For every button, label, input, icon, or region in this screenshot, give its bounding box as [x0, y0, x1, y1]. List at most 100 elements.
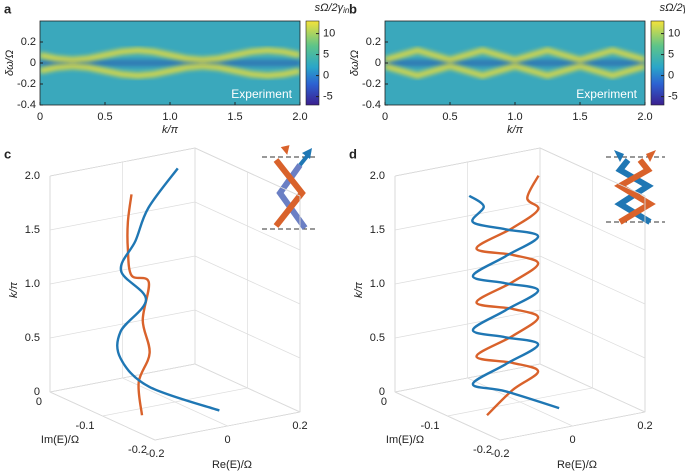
z-tick-label: 0 [379, 386, 385, 398]
ridge [40, 63, 300, 79]
curve [126, 194, 151, 416]
z-tick-label: 1.0 [370, 278, 385, 290]
grid-line [154, 196, 301, 441]
colorbar-label-sub: in [343, 6, 350, 15]
grid-line [102, 172, 248, 417]
grid-line [447, 172, 593, 417]
x-axis-label: k/π [507, 124, 524, 136]
x-tick-label: 1.5 [572, 111, 587, 123]
heatmap-layer [385, 47, 645, 79]
curve [475, 175, 540, 417]
y-tick-label: -0.4 [362, 99, 381, 111]
ridge [40, 47, 300, 63]
z-axis-label: k/π [8, 281, 20, 298]
grid-line [499, 196, 646, 441]
panel-label: d [349, 146, 357, 161]
y-axis-label: δω/Ω [4, 50, 16, 76]
inset-d [606, 150, 665, 225]
x-tick-label: 0 [224, 434, 230, 446]
grid-line [49, 309, 301, 359]
x-tick-label: 0.5 [442, 111, 457, 123]
x-axis-label: Re(E)/Ω [212, 459, 252, 471]
y-tick-label: 0 [30, 57, 36, 69]
x-tick-label: 2.0 [637, 111, 652, 123]
z-tick-label: 2.0 [370, 170, 385, 182]
y-tick-label: -0.2 [362, 78, 381, 90]
ridge [385, 47, 645, 63]
colorbar-tick-label: 5 [323, 49, 329, 61]
colorbar-tick-label: 0 [668, 70, 674, 82]
z-axis-label: k/π [353, 281, 365, 298]
z-tick-label: 0 [34, 386, 40, 398]
z-tick-label: 1.5 [25, 224, 40, 236]
colorbar-label-main: sΩ/2γ [660, 2, 685, 14]
panel-label: b [349, 1, 357, 16]
x-tick-label: -0.2 [491, 448, 510, 460]
y-axis-label: Im(E)/Ω [386, 434, 424, 446]
y-axis-label: Im(E)/Ω [41, 434, 79, 446]
grid-line [394, 255, 646, 305]
x-tick-label: 1.5 [227, 111, 242, 123]
x-axis-label: k/π [162, 124, 179, 136]
panel-label: a [4, 1, 12, 16]
grid-line [394, 176, 501, 441]
y-tick-label: -0.2 [17, 78, 36, 90]
x-tick-label: 0 [37, 111, 43, 123]
y-tick-label: 0 [381, 396, 387, 408]
grid-line [49, 255, 301, 305]
x-axis-label: Re(E)/Ω [557, 459, 597, 471]
grid-line [394, 309, 646, 359]
y-tick-label: -0.1 [76, 420, 95, 432]
x-tick-label: 0 [382, 111, 388, 123]
y-axis-label: δω/Ω [349, 50, 361, 76]
grid-line [49, 201, 301, 251]
y-tick-label: 0.2 [21, 36, 36, 48]
heatmap-layer [40, 47, 300, 79]
z-tick-label: 1.5 [370, 224, 385, 236]
colorbar-tick-label: 0 [323, 70, 329, 82]
y-tick-label: -0.1 [421, 420, 440, 432]
x-tick-label: -0.2 [146, 448, 165, 460]
z-tick-label: 0.5 [25, 332, 40, 344]
zero-band [40, 60, 300, 66]
x-tick-label: 0 [569, 434, 575, 446]
curve [468, 194, 560, 410]
grid-line [394, 148, 541, 393]
y-tick-label: -0.2 [128, 444, 147, 456]
ridge [385, 63, 645, 79]
grid-line [467, 162, 573, 427]
colorbar [650, 20, 665, 106]
x-tick-label: 0.5 [97, 111, 112, 123]
annotation: Experiment [576, 87, 637, 101]
grid-line [394, 363, 646, 413]
x-tick-label: 0.2 [637, 420, 652, 432]
colorbar-tick-label: -5 [668, 91, 678, 103]
panel-label: c [4, 146, 11, 161]
grid-line [49, 148, 196, 393]
colorbar-tick-label: 10 [668, 28, 680, 40]
colorbar-label: sΩ/2γin [660, 2, 685, 15]
grid-line [394, 201, 646, 251]
colorbar-label: sΩ/2γin [315, 2, 350, 15]
z-tick-label: 0.5 [370, 332, 385, 344]
z-tick-label: 1.0 [25, 278, 40, 290]
zero-band [385, 60, 645, 66]
y-tick-label: 0.2 [366, 36, 381, 48]
x-tick-label: 1.0 [162, 111, 177, 123]
z-tick-label: 2.0 [25, 170, 40, 182]
colorbar-tick-label: 5 [668, 49, 674, 61]
inset-c [262, 145, 318, 230]
y-tick-label: -0.4 [17, 99, 36, 111]
colorbar [305, 20, 320, 106]
colorbar-label-main: sΩ/2γ [315, 2, 345, 14]
colorbar-tick-label: -5 [323, 91, 333, 103]
curve [116, 167, 220, 412]
y-tick-label: -0.2 [473, 444, 492, 456]
y-tick-label: 0 [36, 396, 42, 408]
grid-line [49, 363, 301, 413]
colorbar-tick-label: 10 [323, 28, 335, 40]
x-tick-label: 0.2 [292, 420, 307, 432]
x-tick-label: 1.0 [507, 111, 522, 123]
annotation: Experiment [231, 87, 292, 101]
